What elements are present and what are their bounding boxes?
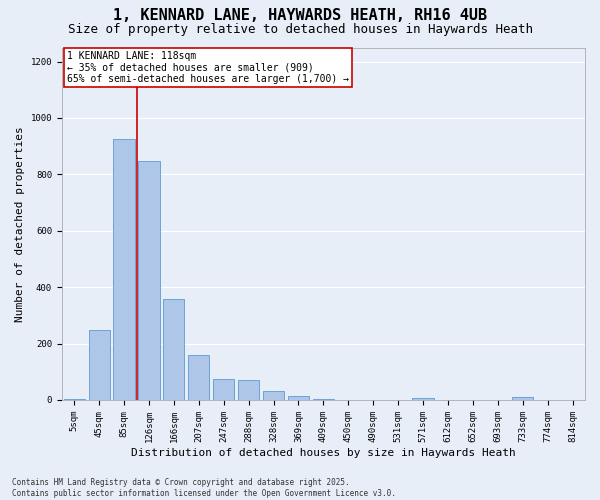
Bar [213, 379, 235, 400]
Text: 1, KENNARD LANE, HAYWARDS HEATH, RH16 4UB: 1, KENNARD LANE, HAYWARDS HEATH, RH16 4U… [113, 8, 487, 22]
Bar [512, 397, 533, 400]
Bar [89, 330, 110, 400]
Bar [288, 396, 309, 400]
X-axis label: Distribution of detached houses by size in Haywards Heath: Distribution of detached houses by size … [131, 448, 516, 458]
Text: 1 KENNARD LANE: 118sqm
← 35% of detached houses are smaller (909)
65% of semi-de: 1 KENNARD LANE: 118sqm ← 35% of detached… [67, 51, 349, 84]
Bar [412, 398, 434, 400]
Bar [163, 299, 184, 400]
Text: Contains HM Land Registry data © Crown copyright and database right 2025.
Contai: Contains HM Land Registry data © Crown c… [12, 478, 396, 498]
Bar [64, 398, 85, 400]
Bar [188, 356, 209, 400]
Bar [139, 161, 160, 400]
Bar [238, 380, 259, 400]
Text: Size of property relative to detached houses in Haywards Heath: Size of property relative to detached ho… [67, 22, 533, 36]
Y-axis label: Number of detached properties: Number of detached properties [15, 126, 25, 322]
Bar [263, 391, 284, 400]
Bar [313, 398, 334, 400]
Bar [113, 139, 134, 400]
